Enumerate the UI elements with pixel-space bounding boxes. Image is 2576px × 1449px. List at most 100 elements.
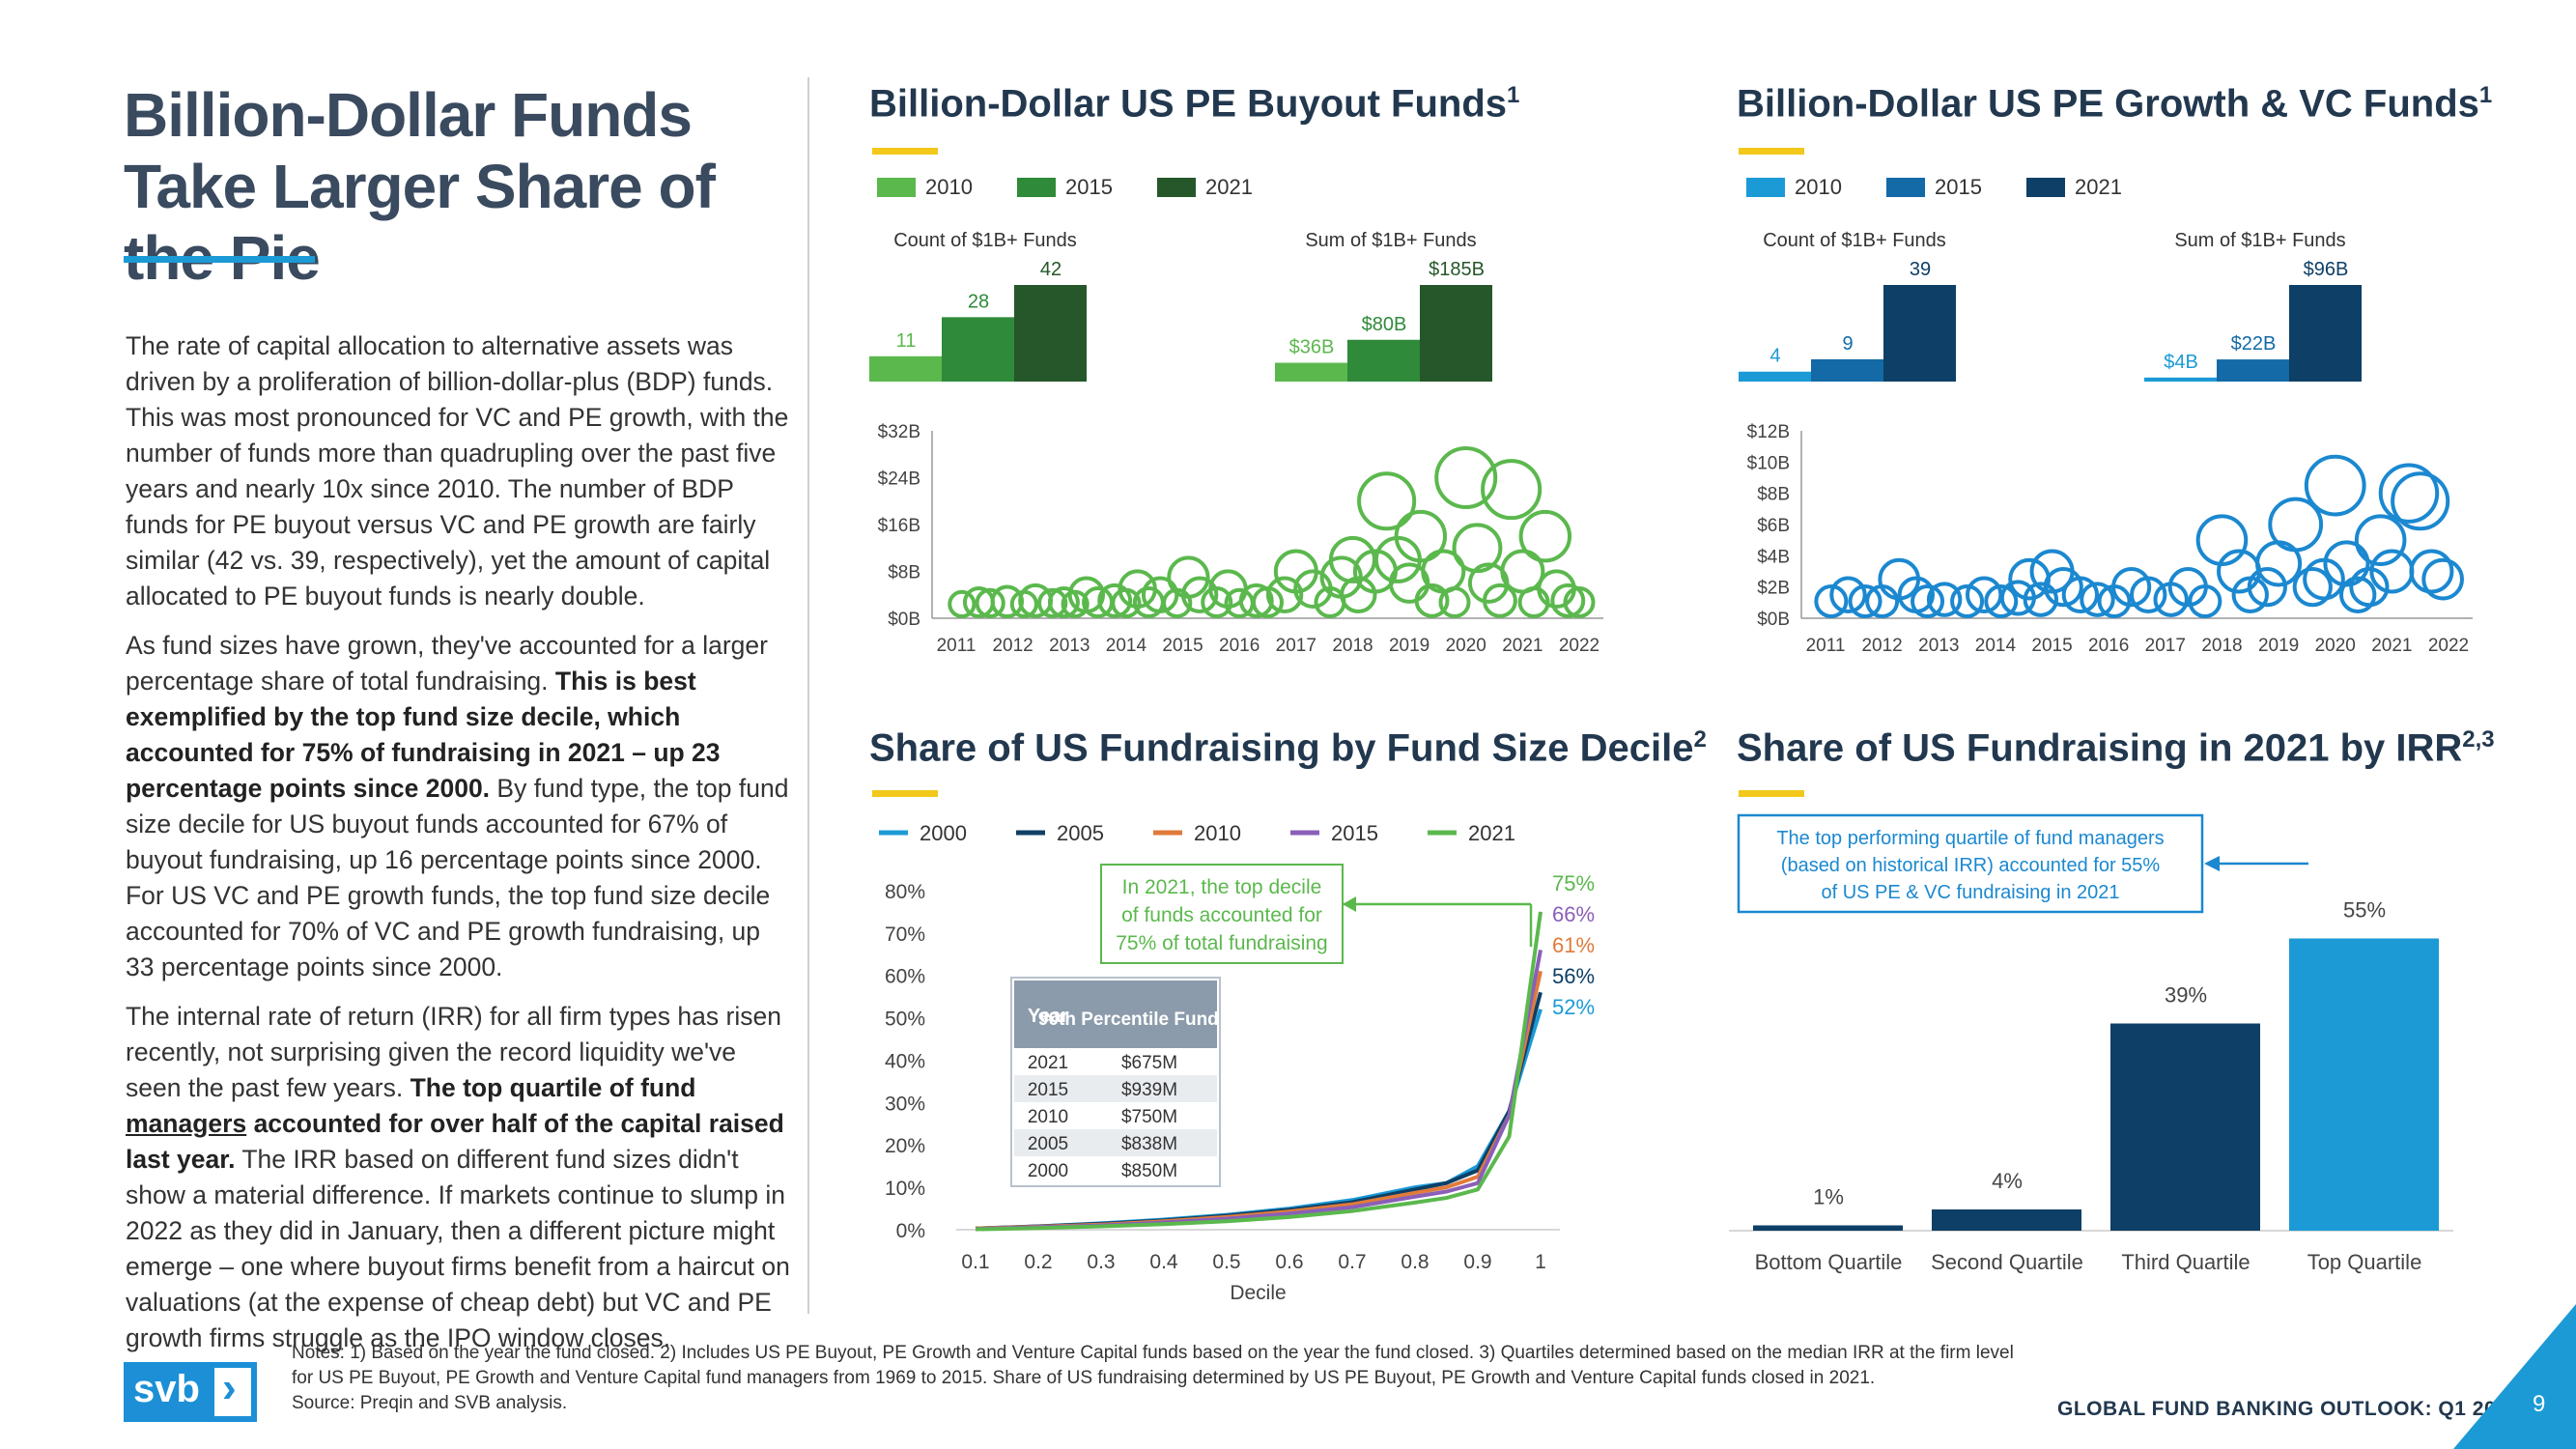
buyout-title-sup: 1 bbox=[1507, 82, 1520, 108]
p3c-text: accounted for over half of the capital r… bbox=[126, 1109, 784, 1174]
growth-bubble-36 bbox=[2354, 514, 2407, 566]
buyout-legend-label-2021: 2021 bbox=[1205, 175, 1253, 199]
footer-title: GLOBAL FUND BANKING OUTLOOK: Q1 2022 bbox=[2057, 1398, 2520, 1420]
buyout-bubble-7 bbox=[1047, 586, 1080, 618]
decile-end-label-2005: 56% bbox=[1552, 964, 1595, 988]
notes-line-2: for US PE Buyout, PE Growth and Venture … bbox=[292, 1368, 1876, 1388]
growth-bubble-8 bbox=[1950, 583, 1985, 618]
decile-ytick-3: 30% bbox=[885, 1093, 925, 1115]
buyout-bubble-32 bbox=[1357, 471, 1417, 531]
paragraph-1: The rate of capital allocation to altern… bbox=[126, 328, 792, 614]
irr-value-3: 55% bbox=[2343, 898, 2386, 923]
decile-end-label-2010: 61% bbox=[1552, 933, 1595, 957]
paragraph-2: As fund sizes have grown, they've accoun… bbox=[126, 628, 792, 985]
growth-bubble-34 bbox=[2338, 576, 2377, 613]
irr-category-3: Top Quartile bbox=[2307, 1250, 2422, 1274]
buyout-legend-label-2015: 2015 bbox=[1065, 175, 1113, 199]
irr-callout-arrowhead bbox=[2204, 856, 2220, 871]
title-underline bbox=[124, 256, 315, 263]
decile-ytick-8: 80% bbox=[885, 881, 925, 903]
decile-title-sup: 2 bbox=[1693, 726, 1707, 753]
irr-category-1: Second Quartile bbox=[1931, 1250, 2083, 1274]
growth-bubble-20 bbox=[2130, 576, 2167, 613]
irr-chart: 1% Bottom Quartile 4% Second Quartile 39% Thi… bbox=[1729, 813, 2453, 1274]
buyout-bubble-xtick-2021: 2021 bbox=[1502, 636, 1543, 656]
buyout-bubble-40 bbox=[1452, 523, 1503, 574]
buyout-bubble-xtick-2017: 2017 bbox=[1276, 636, 1316, 656]
growth-bubble-35 bbox=[2349, 567, 2390, 608]
growth-title-text: Billion-Dollar US PE Growth & VC Funds bbox=[1737, 82, 2479, 126]
p3a-text: The internal rate of return (IRR) for al… bbox=[126, 1002, 781, 1102]
growth-bubble-ytick-5: $10B bbox=[1747, 453, 1790, 473]
decile-chart-title: Share of US Fundraising by Fund Size Dec… bbox=[869, 726, 1707, 770]
irr-bar-2 bbox=[2110, 1023, 2260, 1231]
growth-count-label: Count of $1B+ Funds bbox=[1763, 230, 1946, 251]
growth-bubble-xtick-2021: 2021 bbox=[2371, 636, 2412, 656]
growth-bubble-39 bbox=[2391, 471, 2450, 531]
p3d-text: The IRR based on different fund sizes di… bbox=[126, 1145, 790, 1352]
buyout-count-bar-2010 bbox=[869, 355, 942, 382]
buyout-bubble-xtick-2019: 2019 bbox=[1389, 636, 1430, 656]
buyout-bubble-ytick-2: $16B bbox=[878, 516, 920, 536]
decile-legend-label-2010: 2010 bbox=[1194, 821, 1241, 845]
irr-value-0: 1% bbox=[1813, 1185, 1844, 1209]
growth-bubble-xtick-2012: 2012 bbox=[1861, 636, 1902, 656]
buyout-sum-bar-2010 bbox=[1275, 362, 1347, 382]
buyout-legend-swatch-2010 bbox=[877, 178, 916, 197]
chevron-right-icon: › bbox=[222, 1364, 237, 1411]
decile-xtick-6: 0.7 bbox=[1338, 1251, 1366, 1273]
buyout-bubble-xtick-2012: 2012 bbox=[992, 636, 1033, 656]
svb-logo: svb › bbox=[124, 1362, 257, 1422]
irr-callout-line-0: The top performing quartile of fund mana… bbox=[1776, 828, 2164, 849]
paragraph-3: The internal rate of return (IRR) for al… bbox=[126, 999, 792, 1356]
logo-text: svb bbox=[133, 1368, 200, 1410]
buyout-sum-value-2015: $80B bbox=[1362, 314, 1407, 335]
decile-callout-box bbox=[1100, 864, 1344, 964]
decile-table-size-3: $838M bbox=[1121, 1134, 1177, 1154]
growth-sum-bar-2010 bbox=[2144, 377, 2217, 382]
decile-xtick-3: 0.4 bbox=[1149, 1251, 1178, 1273]
growth-bubble-41 bbox=[2421, 557, 2465, 601]
decile-table-row-2 bbox=[1014, 1102, 1217, 1129]
buyout-bubble-19 bbox=[1201, 586, 1233, 618]
p3b-text: The top quartile of fund bbox=[410, 1073, 696, 1102]
decile-xtick-2: 0.3 bbox=[1087, 1251, 1115, 1273]
growth-legend-swatch-2015 bbox=[1886, 178, 1925, 197]
buyout-bubble-ytick-0: $0B bbox=[888, 610, 920, 630]
buyout-bubble-22 bbox=[1238, 582, 1274, 618]
growth-bubble-19 bbox=[2111, 567, 2152, 608]
decile-xlabel: Decile bbox=[1230, 1282, 1286, 1304]
decile-end-label-2021: 75% bbox=[1552, 871, 1595, 895]
decile-xtick-8: 0.9 bbox=[1463, 1251, 1491, 1273]
buyout-sum-bar-2021 bbox=[1420, 285, 1492, 382]
growth-bubble-ytick-0: $0B bbox=[1757, 610, 1790, 630]
growth-sum-bar-2021 bbox=[2289, 285, 2362, 382]
growth-bubble-xtick-2015: 2015 bbox=[2031, 636, 2072, 656]
buyout-chart: 2010 2015 2021 Count of $1B+ Funds 11 28 42 Sum… bbox=[869, 175, 1603, 656]
buyout-count-bar-2021 bbox=[1014, 285, 1087, 382]
buyout-bubble-xtick-2016: 2016 bbox=[1219, 636, 1260, 656]
decile-title-underline bbox=[872, 790, 938, 797]
decile-table-size-4: $850M bbox=[1121, 1161, 1177, 1181]
p3u-text: managers bbox=[126, 1109, 247, 1138]
growth-bubble-24 bbox=[2195, 514, 2249, 566]
decile-callout-arrowhead bbox=[1343, 896, 1356, 912]
growth-bubble-23 bbox=[2188, 583, 2222, 618]
growth-bubble-10 bbox=[1984, 583, 2019, 618]
irr-title-text: Share of US Fundraising in 2021 by IRR bbox=[1737, 726, 2463, 770]
buyout-bubble-ytick-4: $32B bbox=[878, 422, 920, 442]
decile-table-year-0: 2021 bbox=[1028, 1053, 1068, 1073]
decile-xtick-9: 1 bbox=[1535, 1251, 1546, 1273]
growth-bubble-xtick-2018: 2018 bbox=[2201, 636, 2242, 656]
growth-bubble-15 bbox=[2043, 567, 2083, 608]
corner-triangle bbox=[2453, 1304, 2576, 1449]
growth-bubble-xtick-2011: 2011 bbox=[1806, 636, 1846, 656]
irr-chart-title: Share of US Fundraising in 2021 by IRR2,… bbox=[1737, 726, 2495, 770]
buyout-bubble-42 bbox=[1482, 582, 1517, 618]
growth-bubble-13 bbox=[2023, 582, 2059, 617]
decile-ytick-4: 40% bbox=[885, 1050, 925, 1072]
decile-callout-line-2: 75% of total fundraising bbox=[1116, 932, 1327, 954]
growth-count-bar-2015 bbox=[1811, 358, 1883, 382]
body-text: The rate of capital allocation to altern… bbox=[126, 328, 792, 1370]
growth-bubble-6 bbox=[1911, 583, 1945, 618]
